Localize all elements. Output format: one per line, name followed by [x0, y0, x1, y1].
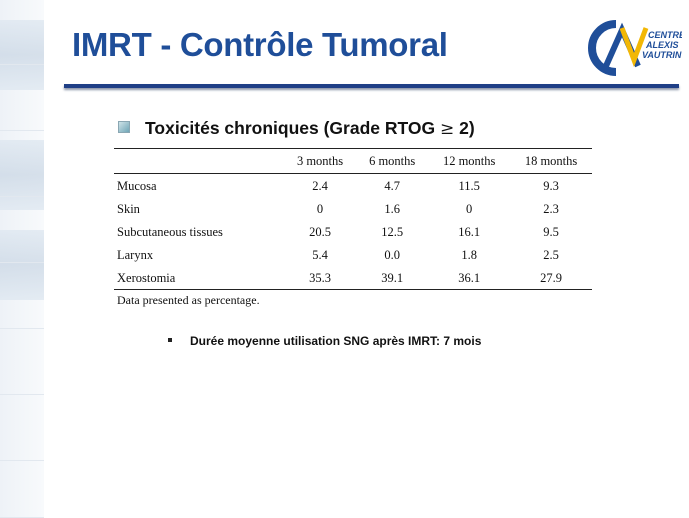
table-cell: 11.5: [458, 178, 480, 193]
table-cell: 39.1: [356, 266, 429, 290]
table-cell: 1.8: [461, 247, 477, 262]
table-header-row: 3 months 6 months 12 months 18 months: [114, 148, 592, 174]
table-row: Skin 0 1.6 0 2.3: [114, 197, 592, 220]
side-tile: [0, 460, 44, 518]
table-row: Mucosa 2.4 4.7 11.5 9.3: [114, 174, 592, 198]
table-cell: 0: [466, 201, 473, 216]
table-cell: 20.5: [309, 224, 331, 239]
column-header: 12 months: [442, 154, 496, 168]
logo-text-line3: VAUTRIN: [642, 50, 682, 60]
table-cell: 9.3: [543, 178, 559, 193]
table-cell: 16.1: [458, 224, 481, 239]
table-cell: 27.9: [510, 266, 592, 290]
table-cell: 2.4: [312, 178, 328, 193]
table-cell: 4.7: [384, 178, 400, 193]
toxicity-table-block: 3 months 6 months 12 months 18 months Mu…: [114, 148, 592, 308]
side-tile: [0, 0, 44, 65]
table-cell: 2.3: [543, 201, 559, 216]
side-tile: [0, 328, 44, 395]
centre-alexis-vautrin-logo: CENTRE ALEXIS VAUTRIN: [588, 20, 682, 76]
row-label: Mucosa: [117, 178, 157, 193]
logo-text-line1: CENTRE: [648, 30, 682, 40]
table-footnote: Data presented as percentage.: [117, 293, 260, 307]
heading-row: Toxicités chroniques (Grade RTOG ≥ 2): [118, 118, 475, 139]
title-underline: [64, 84, 679, 88]
section-heading: Toxicités chroniques (Grade RTOG ≥ 2): [145, 118, 475, 139]
row-label: Xerostomia: [114, 266, 284, 290]
side-tile: [0, 64, 44, 131]
table-cell: 9.5: [543, 224, 559, 239]
table-cell: 2.5: [543, 247, 559, 262]
small-square-bullet-icon: [168, 337, 172, 342]
table-cell: 0.0: [384, 247, 400, 262]
sng-duration-note: Durée moyenne utilisation SNG après IMRT…: [190, 333, 482, 348]
table-cell: 1.6: [384, 201, 400, 216]
side-band: [0, 20, 44, 90]
heading-suffix: 2): [454, 118, 475, 138]
heading-text: Toxicités chroniques (Grade RTOG: [145, 118, 440, 138]
row-label: Subcutaneous tissues: [117, 224, 223, 239]
column-header: 6 months: [369, 154, 416, 168]
row-label: Larynx: [117, 247, 154, 262]
column-header: [114, 149, 284, 174]
side-tile: [0, 130, 44, 197]
row-label: Skin: [117, 201, 140, 216]
table-cell: 35.3: [284, 266, 357, 290]
decorative-side-strip: [0, 0, 44, 518]
square-bullet-icon: [118, 120, 130, 133]
table-row: Larynx 5.4 0.0 1.8 2.5: [114, 243, 592, 266]
table-cell: 0: [316, 201, 324, 216]
greater-equal-symbol: ≥: [439, 119, 455, 139]
column-header: 3 months: [296, 154, 344, 168]
table-row: Subcutaneous tissues 20.5 12.5 16.1 9.5: [114, 220, 592, 243]
table-row: Xerostomia 35.3 39.1 36.1 27.9: [114, 266, 592, 290]
logo-c-shape: [588, 20, 617, 76]
note-row: Durée moyenne utilisation SNG après IMRT…: [168, 332, 481, 350]
side-tile: [0, 262, 44, 329]
column-header: 18 months: [524, 154, 578, 168]
table-cell: 12.5: [381, 224, 404, 239]
table-cell: 5.4: [312, 247, 328, 262]
side-tile: [0, 196, 44, 263]
side-band: [0, 140, 44, 210]
toxicity-table: 3 months 6 months 12 months 18 months Mu…: [114, 148, 592, 290]
side-band: [0, 230, 44, 300]
side-tile: [0, 394, 44, 461]
logo-text-line2: ALEXIS: [645, 40, 679, 50]
table-cell: 36.1: [428, 266, 511, 290]
logo-v-shape: [619, 27, 649, 68]
slide-title: IMRT - Contrôle Tumoral: [72, 26, 448, 63]
